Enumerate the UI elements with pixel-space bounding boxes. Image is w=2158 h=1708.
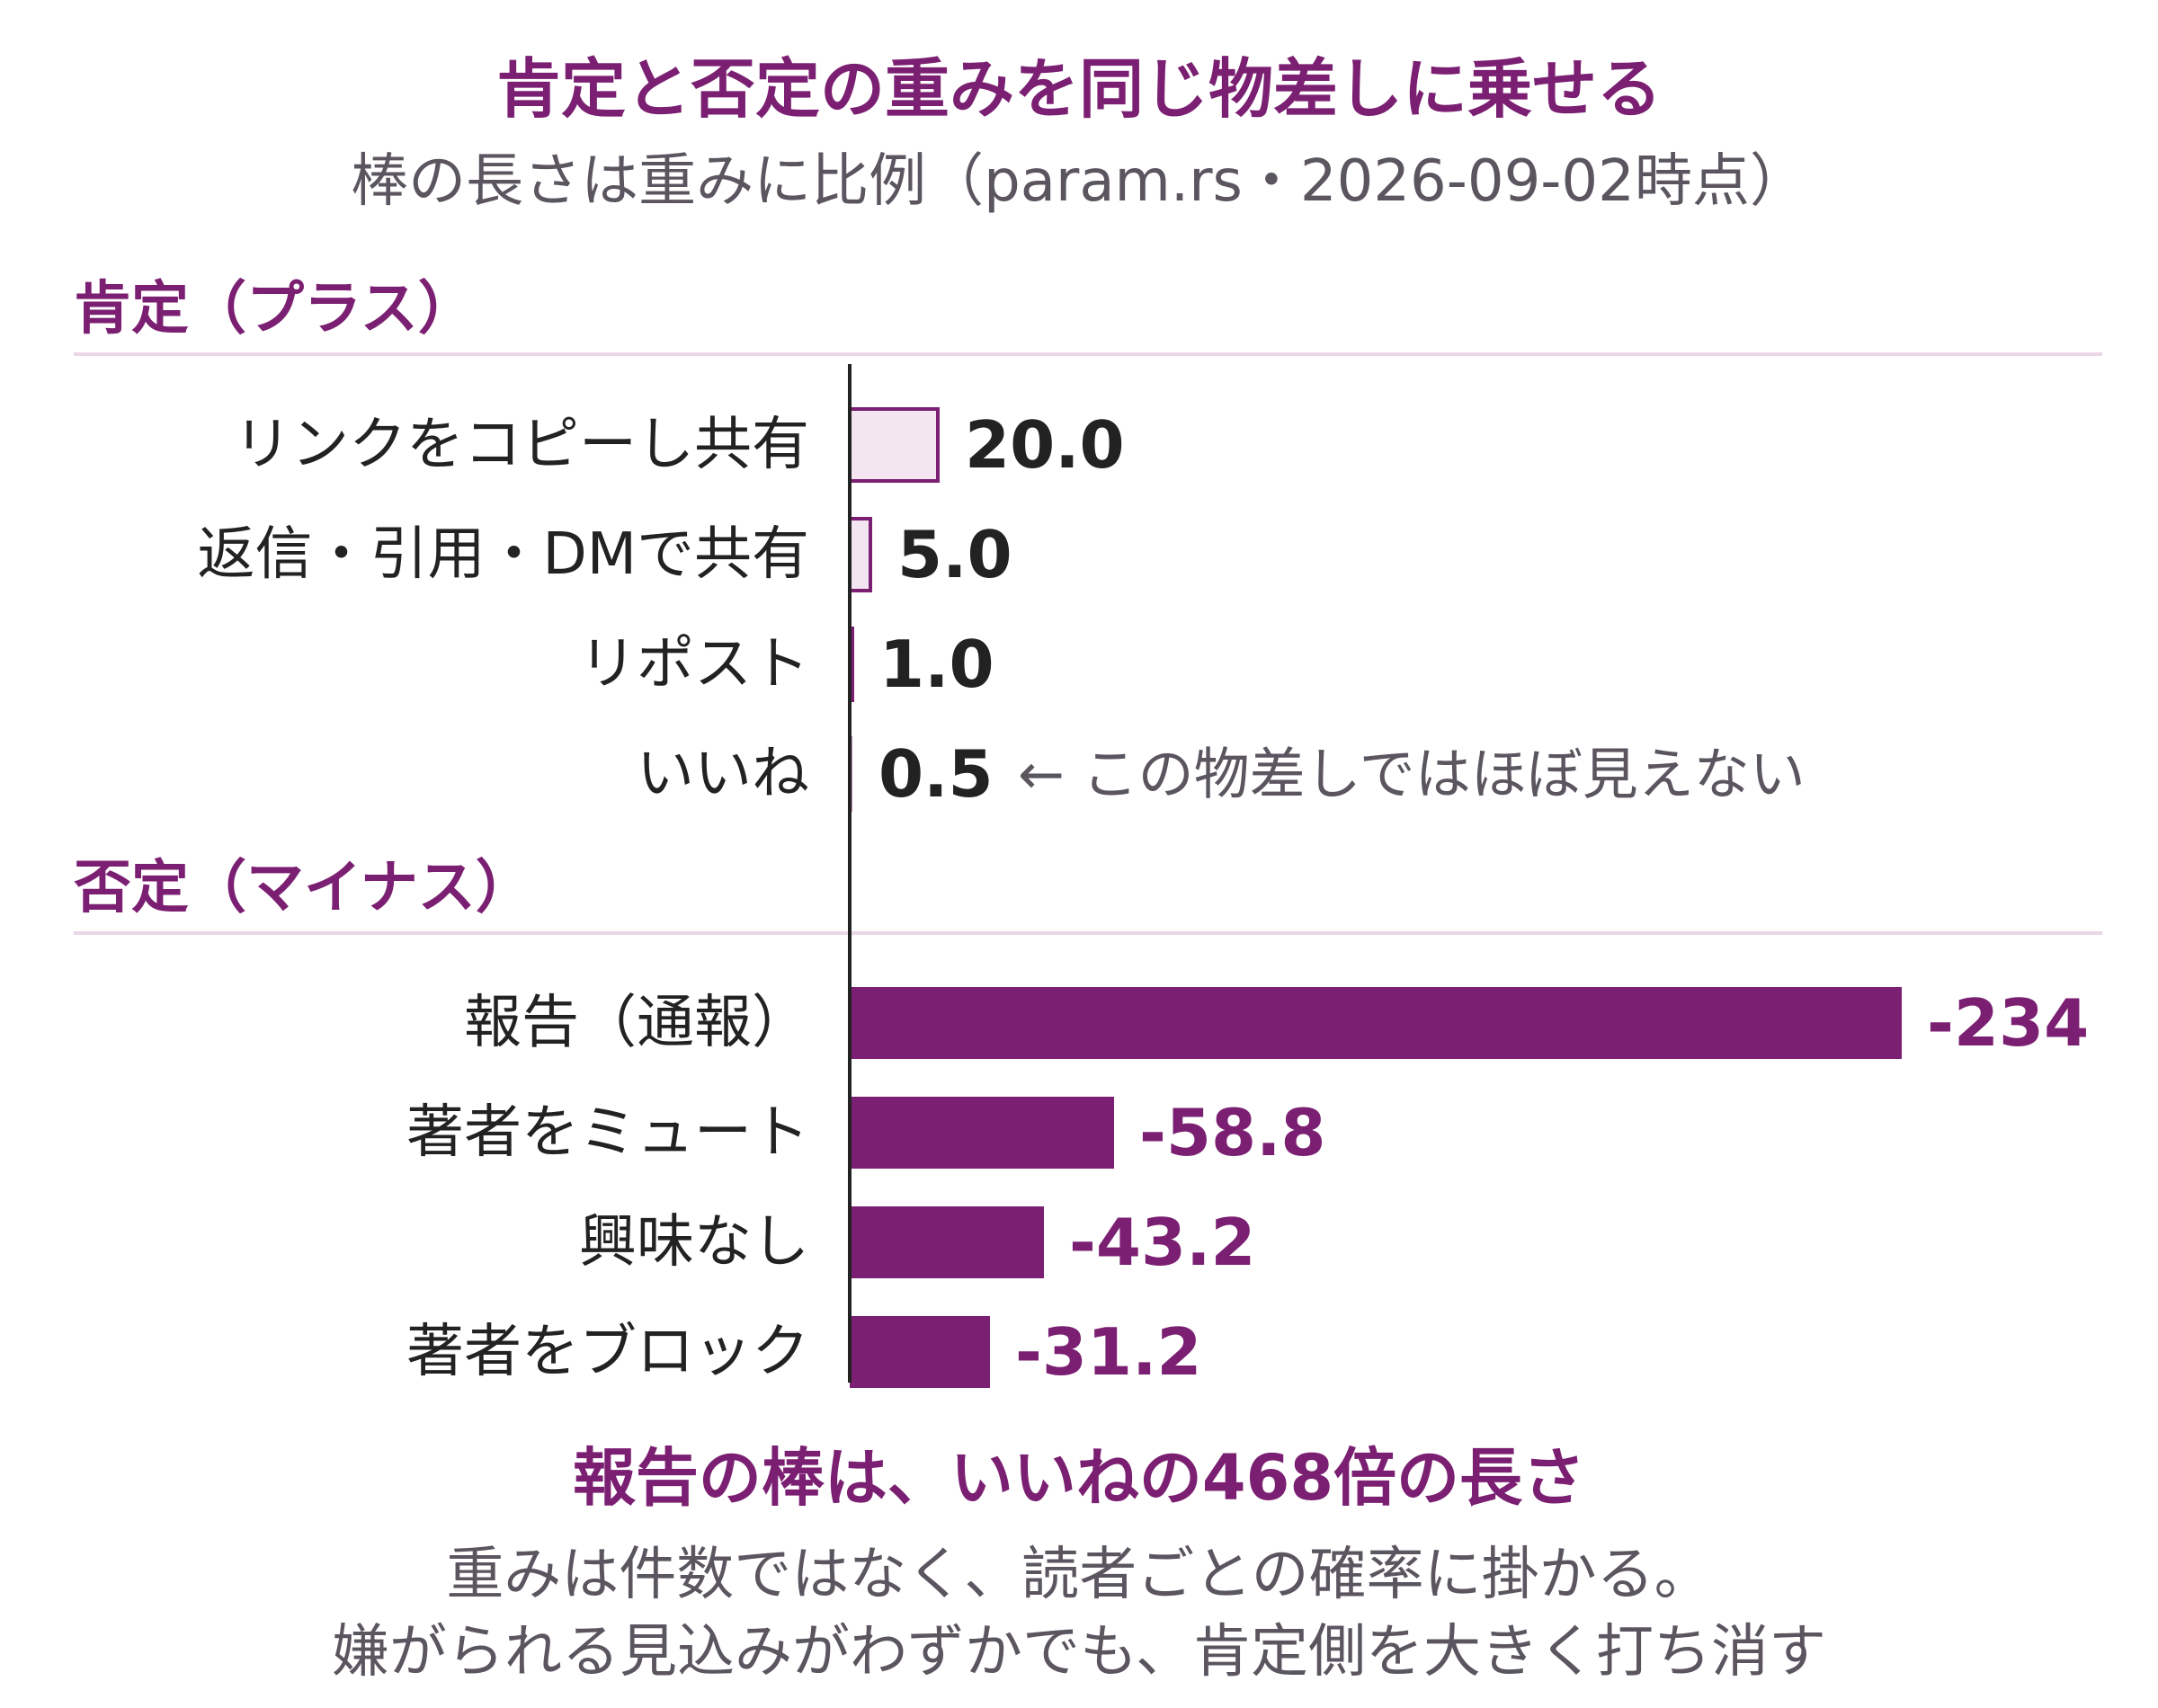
footer-headline: 報告の棒は、いいねの468倍の長さ xyxy=(572,1441,1586,1515)
bar-positive xyxy=(848,517,872,592)
chart-subtitle: 棒の長さは重みに比例（param.rs・2026-09-02時点） xyxy=(351,148,1807,215)
category-label: 著者をブロック xyxy=(406,1319,809,1385)
section-positive-divider xyxy=(74,352,2102,356)
value-label: -58.8 xyxy=(1139,1095,1326,1170)
category-label: 報告（通報） xyxy=(464,990,809,1056)
bar-negative xyxy=(850,1206,1044,1278)
annotation-note: ← この物差しではほぼ見えない xyxy=(1018,742,1806,807)
category-label: 返信・引用・DMで共有 xyxy=(198,521,810,588)
category-label: リンクをコピーし共有 xyxy=(234,412,809,478)
chart-title: 肯定と否定の重みを同じ物差しに乗せる xyxy=(495,51,1662,127)
value-label: -234 xyxy=(1927,985,2089,1061)
category-label: リポスト xyxy=(579,631,809,698)
bar-negative xyxy=(850,1316,990,1388)
section-negative-heading: 否定（マイナス） xyxy=(74,855,533,921)
bar-negative xyxy=(850,1097,1114,1169)
value-label: 5.0 xyxy=(897,517,1012,592)
value-label: 20.0 xyxy=(965,407,1125,483)
value-label: 1.0 xyxy=(879,627,994,702)
bar-positive xyxy=(848,407,940,483)
value-label: -43.2 xyxy=(1069,1205,1256,1280)
footer-note-line-2: 嫌がられる見込みがわずかでも、肯定側を大きく打ち消す xyxy=(331,1619,1827,1686)
section-negative-divider xyxy=(74,931,2102,935)
category-label: 興味なし xyxy=(579,1209,809,1276)
value-label: -31.2 xyxy=(1015,1314,1202,1390)
category-label: いいね xyxy=(637,741,809,807)
category-label: 著者をミュート xyxy=(406,1099,809,1166)
value-label: 0.5 xyxy=(878,736,994,812)
footer-note-line-1: 重みは件数ではなく、読者ごとの確率に掛かる。 xyxy=(446,1542,1712,1608)
section-positive-heading: 肯定（プラス） xyxy=(74,276,476,342)
bar-negative xyxy=(850,987,1902,1059)
